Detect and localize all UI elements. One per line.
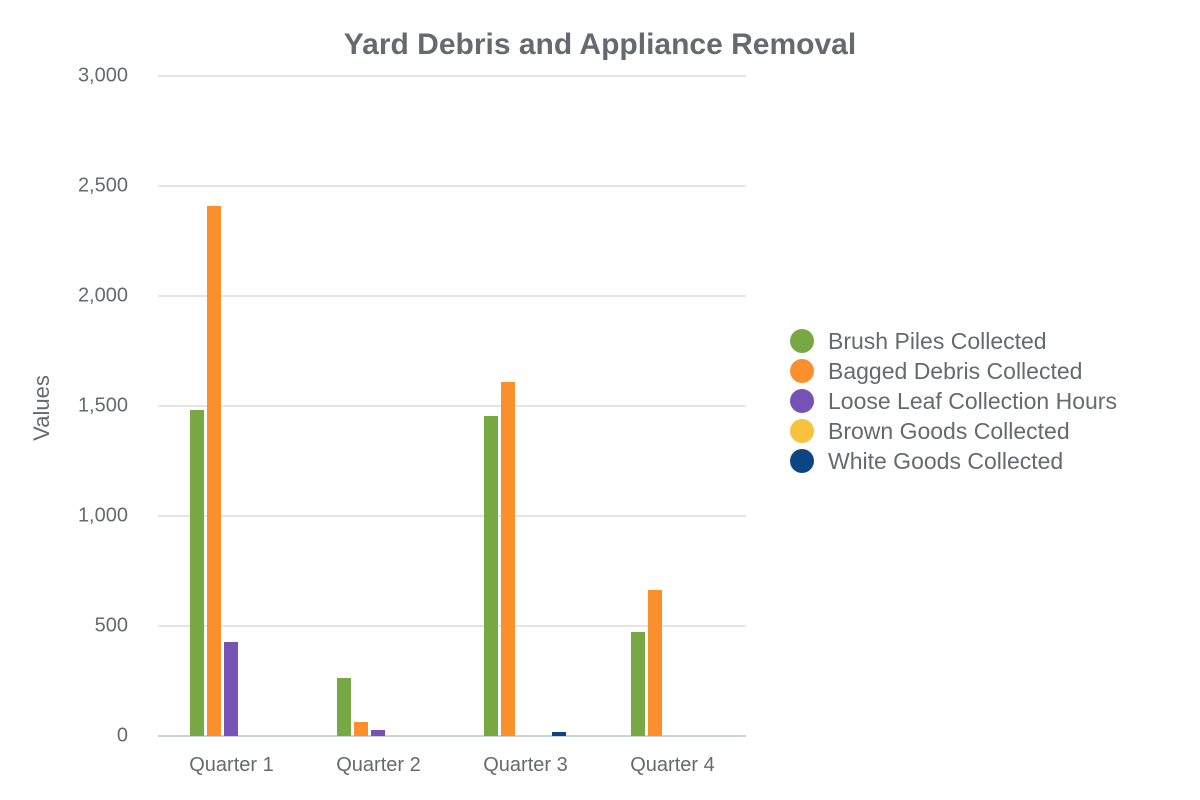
legend-marker-icon (790, 329, 814, 353)
bar[interactable] (337, 677, 351, 736)
legend-item[interactable]: Bagged Debris Collected (790, 356, 1117, 386)
legend-label: Brown Goods Collected (828, 417, 1070, 444)
legend-marker-icon (790, 389, 814, 413)
bar[interactable] (354, 721, 368, 736)
legend-label: Bagged Debris Collected (828, 357, 1083, 384)
bar[interactable] (207, 205, 221, 736)
y-tick-label: 1,500 (77, 394, 128, 417)
bar[interactable] (224, 642, 238, 736)
bar[interactable] (648, 589, 662, 736)
legend-marker-icon (790, 359, 814, 383)
x-tick-label: Quarter 3 (483, 754, 568, 776)
plot-area (158, 75, 746, 737)
chart-title: Yard Debris and Appliance Removal (343, 28, 857, 61)
y-tick-label: 3,000 (77, 64, 128, 87)
gridline (158, 185, 746, 187)
bar[interactable] (501, 382, 515, 736)
legend-item[interactable]: Brown Goods Collected (790, 416, 1117, 446)
bar[interactable] (371, 730, 385, 736)
gridline (158, 75, 746, 77)
gridline (158, 625, 746, 627)
legend-item[interactable]: Loose Leaf Collection Hours (790, 386, 1117, 416)
y-tick-label: 0 (116, 724, 128, 747)
bar[interactable] (484, 415, 498, 736)
y-tick-label: 2,500 (77, 174, 128, 197)
legend-item[interactable]: Brush Piles Collected (790, 326, 1117, 356)
y-tick-label: 500 (94, 614, 128, 637)
x-tick-label: Quarter 4 (630, 754, 715, 776)
legend-marker-icon (790, 449, 814, 473)
y-tick-label: 1,000 (77, 504, 128, 527)
gridline (158, 515, 746, 517)
legend-marker-icon (790, 419, 814, 443)
x-tick-label: Quarter 1 (189, 754, 274, 776)
gridline (158, 405, 746, 407)
legend-item[interactable]: White Goods Collected (790, 446, 1117, 476)
legend-label: Loose Leaf Collection Hours (828, 387, 1117, 414)
bar[interactable] (552, 732, 566, 736)
bar[interactable] (631, 631, 645, 736)
x-tick-label: Quarter 2 (336, 754, 421, 776)
bar[interactable] (190, 409, 204, 736)
y-tick-label: 2,000 (77, 284, 128, 307)
x-axis-line (158, 735, 746, 737)
gridline (158, 295, 746, 297)
legend-label: White Goods Collected (828, 447, 1064, 474)
legend-label: Brush Piles Collected (828, 327, 1047, 354)
legend: Brush Piles Collected Bagged Debris Colle… (790, 326, 1117, 476)
